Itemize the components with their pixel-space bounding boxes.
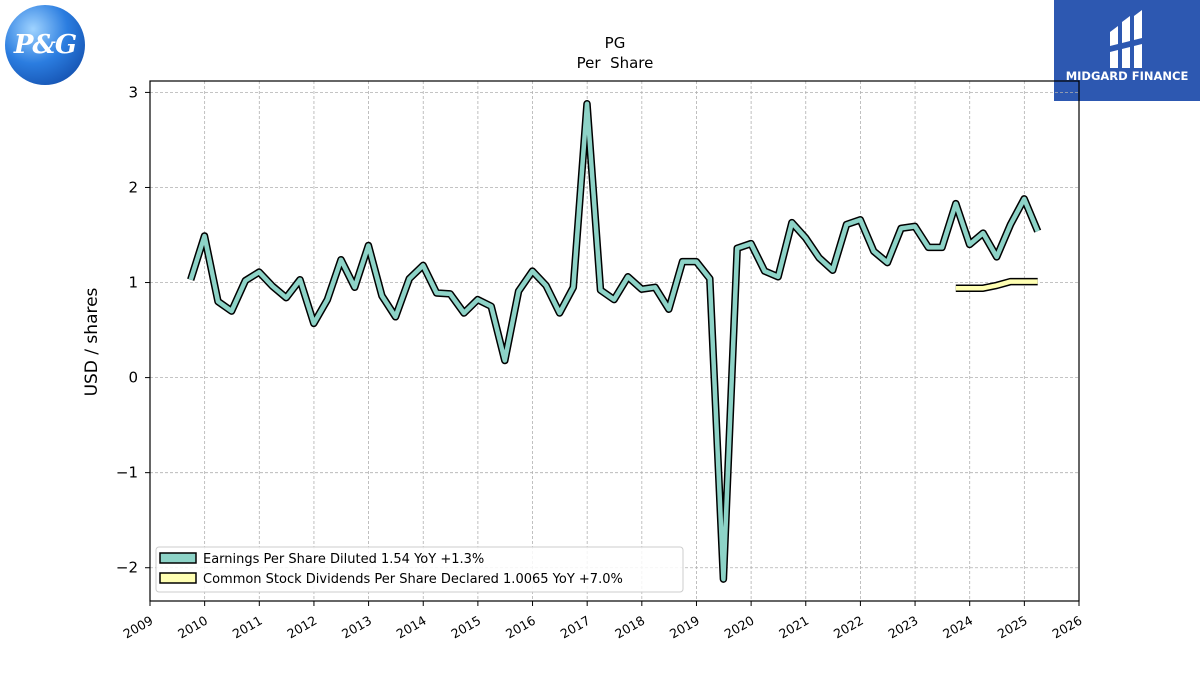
x-tick-label: 2025 [995,613,1030,642]
chart-title: PG [605,34,626,52]
series-lines [187,100,1042,583]
x-tick-label: 2018 [612,613,647,642]
series-0-line [188,101,1040,582]
y-axis-label: USD / shares [82,287,102,396]
x-tick-label: 2024 [940,613,975,642]
x-tick-label: 2017 [558,613,593,642]
x-tick-label: 2023 [886,613,921,642]
chart-subtitle: Per Share [577,54,654,72]
legend-entry-label: Earnings Per Share Diluted 1.54 YoY +1.3… [203,552,484,567]
x-tick-label: 2010 [175,613,210,642]
x-tick-label: 2026 [1049,613,1084,642]
y-tick-label: 3 [128,83,138,101]
y-tick-label: −2 [116,559,138,577]
x-tick-label: 2014 [394,613,429,642]
series-1-line [955,279,1038,291]
y-tick-label: 1 [128,274,138,292]
legend-swatch [159,552,197,564]
y-tick-label: 0 [128,369,138,387]
pg-logo: P&G [5,5,85,85]
legend-swatch [159,572,197,584]
x-tick-label: 2022 [831,613,866,642]
midgard-finance-logo: MIDGARD FINANCE [1054,0,1200,101]
y-tick-label: −1 [116,464,138,482]
grid-lines [149,81,1080,601]
x-tick-label: 2011 [230,613,265,642]
x-tick-label: 2016 [503,613,538,642]
legend-entry-label: Common Stock Dividends Per Share Declare… [203,572,623,587]
series-0-outline [187,100,1042,583]
x-tick-label: 2015 [448,613,483,642]
x-tick-label: 2009 [120,613,155,642]
legend: Earnings Per Share Diluted 1.54 YoY +1.3… [155,546,684,593]
x-tick-label: 2020 [722,613,757,642]
x-tick-label: 2013 [339,613,374,642]
plot-frame [149,80,1080,602]
midgard-logo-text: MIDGARD FINANCE [1065,69,1189,83]
legend-box [155,546,684,593]
x-tick-label: 2021 [776,613,811,642]
midgard-mark-icon [1110,10,1142,68]
x-tick-label: 2019 [667,613,702,642]
pg-logo-text: P&G [13,30,77,60]
x-tick-label: 2012 [284,613,319,642]
y-tick-label: 2 [128,178,138,196]
